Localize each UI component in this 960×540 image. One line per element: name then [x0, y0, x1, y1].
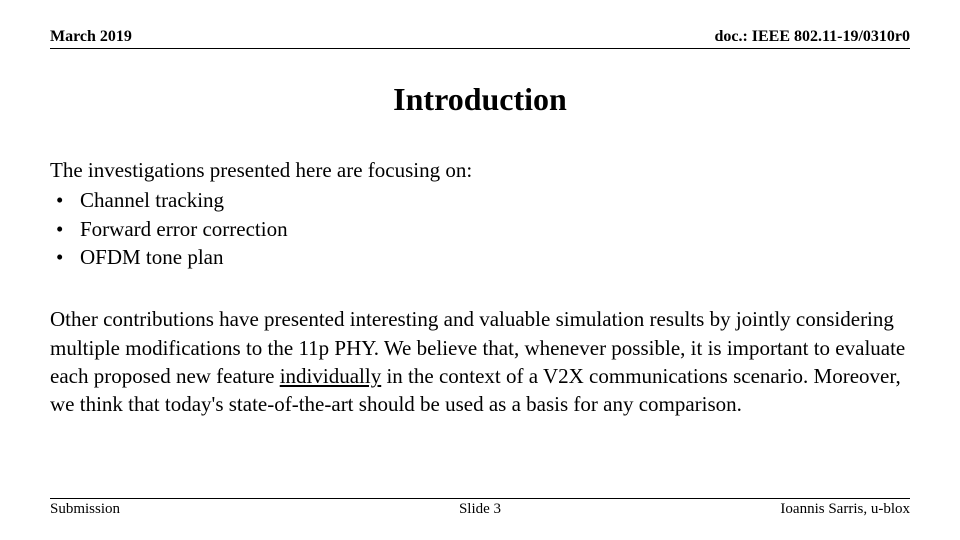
footer-right: Ioannis Sarris, u-blox: [780, 501, 910, 518]
header-doc-id: doc.: IEEE 802.11-19/0310r0: [714, 28, 910, 46]
footer: Submission Slide 3 Ioannis Sarris, u-blo…: [50, 498, 910, 518]
bullet-list: Channel tracking Forward error correctio…: [50, 186, 910, 271]
header-rule: [50, 48, 910, 49]
slide-title: Introduction: [50, 81, 910, 118]
footer-rule: [50, 498, 910, 499]
list-item: OFDM tone plan: [50, 243, 910, 271]
para-underlined: individually: [280, 364, 382, 388]
body-paragraph: Other contributions have presented inter…: [50, 305, 910, 418]
intro-line: The investigations presented here are fo…: [50, 156, 910, 184]
footer-left: Submission: [50, 501, 120, 518]
header-date: March 2019: [50, 28, 132, 46]
header-row: March 2019 doc.: IEEE 802.11-19/0310r0: [50, 28, 910, 48]
list-item: Forward error correction: [50, 215, 910, 243]
list-item: Channel tracking: [50, 186, 910, 214]
footer-row: Submission Slide 3 Ioannis Sarris, u-blo…: [50, 501, 910, 518]
slide-page: March 2019 doc.: IEEE 802.11-19/0310r0 I…: [0, 0, 960, 540]
body-text: The investigations presented here are fo…: [50, 156, 910, 419]
